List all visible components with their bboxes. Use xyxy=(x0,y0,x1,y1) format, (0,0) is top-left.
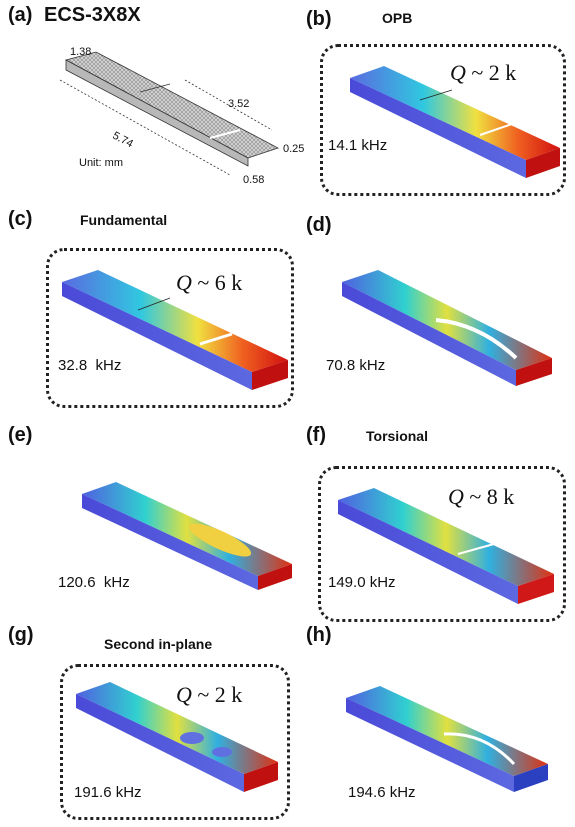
panel-b-frequency: 14.1 kHz xyxy=(328,137,387,154)
dim-thickness: 0.25 xyxy=(283,143,304,155)
dim-width: 1.38 xyxy=(70,46,91,58)
panel-b-quality-factor: Q ~ 2 k xyxy=(450,60,516,86)
panel-f-frequency: 149.0 kHz xyxy=(328,574,396,591)
panel-h-mode-shape xyxy=(344,684,554,799)
panel-c-letter: (c) xyxy=(8,208,32,231)
panel-g-frequency: 191.6 kHz xyxy=(74,784,142,801)
panel-e-letter: (e) xyxy=(8,424,32,447)
panel-f-quality-factor: Q ~ 8 k xyxy=(448,484,514,510)
panel-a-mesh-drawing xyxy=(40,50,290,190)
panel-d-frequency: 70.8 kHz xyxy=(326,357,385,374)
panel-d-mode-shape xyxy=(340,266,560,396)
panel-a-title: ECS-3X8X xyxy=(44,4,141,27)
panel-c-quality-factor: Q ~ 6 k xyxy=(176,270,242,296)
panel-d-letter: (d) xyxy=(306,214,332,237)
panel-c-mode-shape xyxy=(60,266,290,401)
unit-label: Unit: mm xyxy=(79,157,123,169)
dim-arm-width: 0.58 xyxy=(243,174,264,186)
panel-g-quality-factor: Q ~ 2 k xyxy=(176,682,242,708)
panel-g-letter: (g) xyxy=(8,624,34,647)
panel-f-mode-shape xyxy=(334,484,560,614)
panel-h-letter: (h) xyxy=(306,624,332,647)
panel-g-title: Second in-plane xyxy=(104,636,212,652)
panel-c-title: Fundamental xyxy=(80,212,167,228)
panel-a-letter: (a) xyxy=(8,4,32,27)
panel-b-title: OPB xyxy=(382,10,412,26)
panel-c-frequency: 32.8 kHz xyxy=(58,357,121,374)
panel-f-letter: (f) xyxy=(306,424,326,447)
panel-e-frequency: 120.6 kHz xyxy=(58,574,130,591)
panel-b-letter: (b) xyxy=(306,8,332,31)
panel-f-title: Torsional xyxy=(366,428,428,444)
panel-h-frequency: 194.6 kHz xyxy=(348,784,416,801)
dim-arm-length: 3.52 xyxy=(228,98,249,110)
